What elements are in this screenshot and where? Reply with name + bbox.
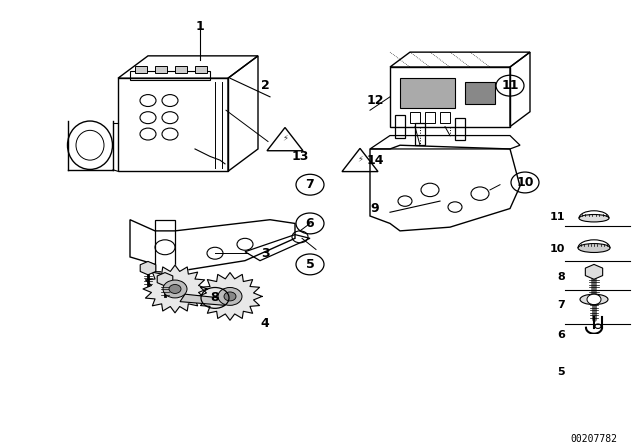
Ellipse shape xyxy=(580,294,608,305)
Text: 11: 11 xyxy=(550,212,565,223)
Bar xyxy=(155,65,167,73)
Text: 10: 10 xyxy=(550,244,565,254)
Circle shape xyxy=(163,280,187,298)
Text: ⚡: ⚡ xyxy=(357,154,363,164)
Circle shape xyxy=(224,292,236,301)
Text: 3: 3 xyxy=(260,247,269,260)
Text: 7: 7 xyxy=(306,178,314,191)
Text: 4: 4 xyxy=(260,318,269,331)
Bar xyxy=(440,112,450,123)
Ellipse shape xyxy=(578,244,610,253)
Circle shape xyxy=(587,366,601,376)
Text: 6: 6 xyxy=(557,330,565,340)
Polygon shape xyxy=(576,358,612,384)
Bar xyxy=(400,78,455,108)
Text: 14: 14 xyxy=(366,154,384,167)
Text: 9: 9 xyxy=(371,202,380,215)
Bar xyxy=(195,65,207,73)
Text: 11: 11 xyxy=(501,79,519,92)
Text: 7: 7 xyxy=(557,300,565,310)
Text: 1: 1 xyxy=(196,20,204,33)
Text: 10: 10 xyxy=(516,176,534,189)
Ellipse shape xyxy=(579,215,609,222)
Text: 12: 12 xyxy=(366,94,384,107)
Text: 6: 6 xyxy=(306,217,314,230)
Text: 5: 5 xyxy=(557,367,565,377)
Polygon shape xyxy=(143,265,207,313)
Bar xyxy=(410,112,420,123)
Text: 00207782: 00207782 xyxy=(570,435,618,444)
Bar xyxy=(130,71,210,80)
Circle shape xyxy=(587,294,601,305)
Text: 13: 13 xyxy=(291,150,308,163)
Bar xyxy=(425,112,435,123)
Polygon shape xyxy=(180,294,225,306)
Text: 8: 8 xyxy=(557,272,565,282)
Circle shape xyxy=(218,288,242,306)
Bar xyxy=(135,65,147,73)
Text: 5: 5 xyxy=(306,258,314,271)
Bar xyxy=(465,82,495,104)
Polygon shape xyxy=(560,412,620,419)
Bar xyxy=(175,65,187,73)
Bar xyxy=(415,123,425,145)
Circle shape xyxy=(169,284,181,293)
Polygon shape xyxy=(198,272,262,320)
Bar xyxy=(455,118,465,140)
Text: 8: 8 xyxy=(211,291,220,304)
Text: ⚡: ⚡ xyxy=(282,134,288,142)
Bar xyxy=(395,116,405,138)
Text: 2: 2 xyxy=(260,79,269,92)
